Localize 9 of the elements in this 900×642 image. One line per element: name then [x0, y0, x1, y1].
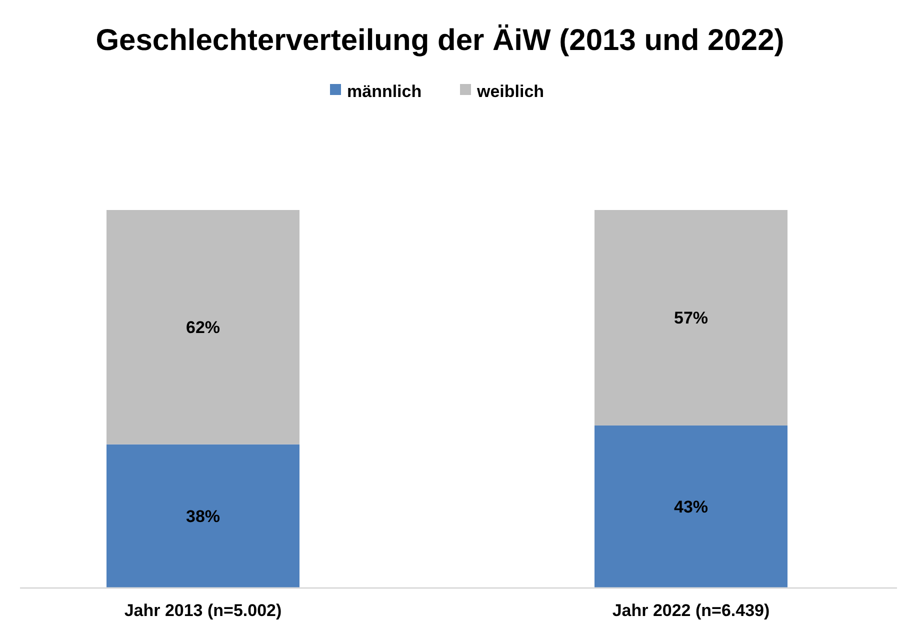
chart-title: Geschlechterverteilung der ÄiW (2013 und 2022): [96, 24, 784, 57]
x-tick-label: Jahr 2022 (n=6.439): [612, 601, 770, 620]
data-label: 62%: [186, 318, 220, 338]
x-tick-label: Jahr 2013 (n=5.002): [124, 601, 282, 620]
data-label: 38%: [186, 507, 220, 526]
legend-label: männlich: [347, 82, 422, 101]
data-label: 43%: [674, 498, 708, 517]
legend-label: weiblich: [476, 82, 544, 101]
data-label: 57%: [674, 308, 708, 328]
